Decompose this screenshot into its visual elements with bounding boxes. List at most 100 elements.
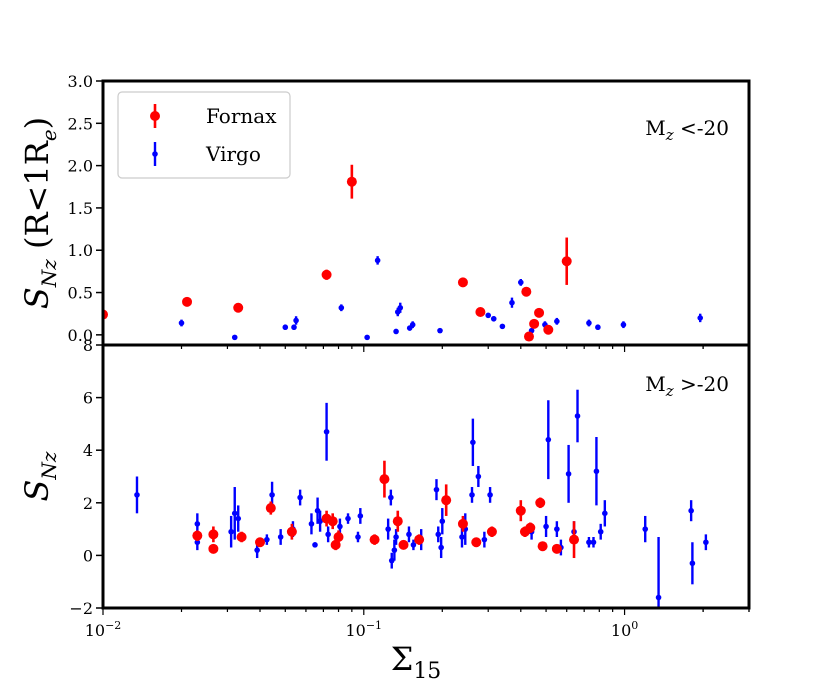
top-fornax-point — [475, 307, 486, 317]
bot-virgo-point — [438, 536, 444, 559]
top-virgo-point — [393, 328, 399, 335]
legend: Fornax Virgo — [117, 91, 291, 179]
bot-fornax-point — [265, 501, 276, 515]
bot-fornax-point — [208, 543, 219, 554]
bot-virgo-point — [703, 534, 709, 551]
bot-fornax-point — [327, 513, 338, 530]
top-virgo-point — [485, 312, 492, 319]
bot-virgo-point — [481, 531, 488, 548]
bot-virgo-point — [586, 536, 592, 548]
top-fornax-point — [457, 277, 468, 288]
top-virgo-point — [595, 324, 601, 331]
legend-entries: Fornax Virgo — [150, 104, 277, 166]
bot-fornax-point — [537, 541, 548, 552]
bot-fornax-point — [569, 521, 580, 559]
legend-entry-virgo: Virgo — [152, 142, 261, 166]
bot-y-tick-label: 6 — [83, 389, 93, 408]
bot-virgo-point — [388, 552, 395, 569]
bot-virgo-point — [642, 515, 649, 543]
bot-y-tick-label: −2 — [69, 599, 93, 618]
bot-fornax-point — [379, 460, 390, 498]
top-fornax-point — [534, 307, 545, 318]
top-panel: 0.0 0.5 1.0 1.5 2.0 2.5 3.0 Mz <-20 SNz (R<1Re… — [18, 72, 751, 347]
legend-label: Fornax — [206, 104, 277, 128]
x-tick-label: 10−1 — [345, 619, 382, 640]
bot-virgo-point — [308, 513, 315, 535]
bottom-y-ticks: −2 0 2 4 6 8 — [69, 336, 103, 618]
top-virgo-point — [397, 302, 404, 313]
x-axis-ticks: 10−2 10−1 100 — [85, 345, 750, 640]
bot-fornax-point — [398, 539, 409, 550]
bot-virgo-point — [264, 534, 270, 545]
bot-virgo-point — [406, 526, 412, 543]
top-fornax-point — [321, 269, 332, 280]
bot-virgo-point — [337, 518, 343, 535]
top-virgo-point — [586, 319, 592, 327]
top-fornax-point — [523, 331, 534, 342]
bot-y-tick-label: 8 — [83, 336, 93, 355]
bot-fornax-point — [441, 484, 452, 516]
bot-fornax-point — [392, 510, 403, 532]
bot-y-tick-label: 0 — [83, 546, 93, 565]
bot-virgo-point — [357, 508, 364, 524]
bot-virgo-point — [554, 521, 560, 537]
bot-virgo-point — [235, 505, 242, 532]
bot-virgo-point — [393, 529, 399, 545]
bot-virgo-point — [231, 487, 238, 540]
bot-virgo-point — [470, 418, 476, 466]
bot-virgo-point — [317, 510, 323, 532]
bot-fornax-point — [525, 522, 536, 534]
top-fornax-point — [529, 318, 540, 329]
top-virgo-point — [338, 304, 345, 312]
bot-fornax-point — [255, 537, 266, 548]
top-virgo-point — [364, 334, 370, 341]
bot-virgo-point — [355, 531, 361, 543]
legend-box — [117, 91, 291, 179]
x-axis-label: Σ15 — [391, 640, 442, 684]
bot-fornax-point — [236, 531, 247, 543]
bot-virgo-point — [655, 536, 662, 608]
top-virgo-point — [178, 319, 185, 327]
top-y-tick-label: 2.5 — [68, 114, 93, 133]
bot-virgo-point — [688, 500, 694, 522]
bottom-y-axis-label: SNz — [18, 451, 61, 501]
bot-virgo-point — [487, 487, 493, 503]
top-virgo-point — [409, 321, 416, 329]
top-virgo-point — [293, 316, 299, 325]
x-tick-label: 10−2 — [85, 619, 122, 640]
bot-virgo-point — [602, 500, 608, 527]
top-virgo-point — [499, 323, 506, 330]
bottom-panel-frame — [101, 343, 751, 610]
bot-fornax-point — [535, 497, 546, 509]
top-virgo-point — [374, 256, 381, 265]
top-y-tick-label: 3.0 — [68, 72, 93, 91]
top-virgo-point — [291, 324, 297, 331]
top-virgo-point — [620, 321, 627, 329]
bottom-data-marks — [134, 389, 709, 608]
bot-fornax-point — [208, 526, 219, 543]
bot-fornax-point — [515, 500, 526, 522]
top-virgo-point — [517, 279, 524, 286]
top-virgo-point — [437, 327, 443, 334]
bot-fornax-point — [457, 515, 468, 532]
bot-fornax-point — [486, 526, 497, 537]
top-annotation: Mz <-20 — [645, 116, 729, 144]
x-tick-label: 100 — [611, 619, 638, 640]
bot-virgo-point — [475, 465, 482, 488]
top-fornax-point — [561, 237, 572, 285]
bot-fornax-point — [551, 543, 562, 554]
top-virgo-point — [231, 334, 238, 341]
bottom-annotation: Mz >-20 — [645, 372, 729, 400]
top-y-axis-label: SNz (R<1Re) — [18, 117, 61, 309]
bot-virgo-point — [433, 479, 440, 501]
bot-virgo-point — [574, 389, 581, 443]
bot-virgo-point — [435, 526, 442, 543]
bot-virgo-point — [469, 487, 475, 503]
bot-virgo-point — [385, 518, 391, 540]
bot-fornax-point — [471, 537, 482, 548]
bot-virgo-point — [391, 539, 398, 561]
bot-fornax-point — [369, 534, 380, 545]
top-fornax-point — [233, 302, 244, 313]
bot-y-tick-label: 2 — [83, 494, 93, 513]
